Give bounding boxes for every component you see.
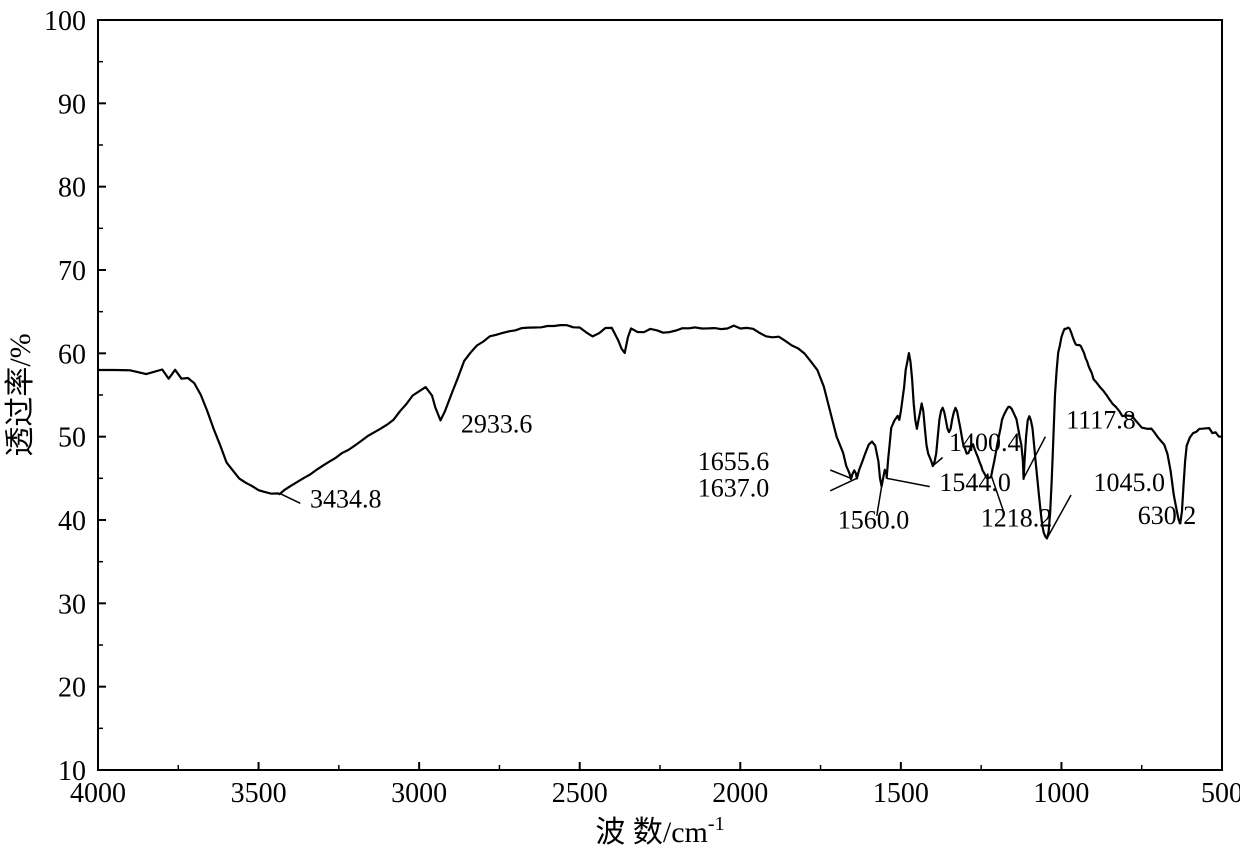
y-tick-label: 40 <box>58 506 86 537</box>
x-axis-label: 波 数/cm-1 <box>595 813 724 849</box>
x-tick-label: 2000 <box>712 778 768 809</box>
x-tick-label: 2500 <box>552 778 608 809</box>
peak-label: 1544.0 <box>939 468 1011 497</box>
peak-label: 1045.0 <box>1094 468 1166 497</box>
peak-label: 1400.4 <box>949 428 1021 457</box>
y-tick-label: 10 <box>58 756 86 787</box>
chart-svg: 4000350030002500200015001000500102030405… <box>0 0 1240 860</box>
peak-label: 2933.6 <box>461 410 533 439</box>
y-tick-label: 70 <box>58 256 86 287</box>
y-tick-label: 30 <box>58 589 86 620</box>
x-tick-label: 1000 <box>1033 778 1089 809</box>
peak-label: 1637.0 <box>698 474 770 503</box>
x-tick-label: 500 <box>1201 778 1240 809</box>
peak-label: 1117.8 <box>1066 405 1136 434</box>
peak-label: 3434.8 <box>310 485 382 514</box>
peak-label: 1218.2 <box>981 504 1053 533</box>
y-axis-label: 透过率/% <box>4 333 37 456</box>
x-tick-label: 3000 <box>391 778 447 809</box>
y-tick-label: 90 <box>58 89 86 120</box>
y-tick-label: 60 <box>58 339 86 370</box>
peak-label: 1655.6 <box>698 447 770 476</box>
y-tick-label: 50 <box>58 423 86 454</box>
x-tick-label: 1500 <box>873 778 929 809</box>
peak-label: 1560.0 <box>838 505 910 534</box>
y-tick-label: 80 <box>58 173 86 204</box>
y-tick-label: 20 <box>58 673 86 704</box>
x-tick-label: 3500 <box>231 778 287 809</box>
ir-spectrum-chart: 4000350030002500200015001000500102030405… <box>0 0 1240 860</box>
peak-label: 630.2 <box>1138 501 1197 530</box>
y-tick-label: 100 <box>44 6 86 37</box>
